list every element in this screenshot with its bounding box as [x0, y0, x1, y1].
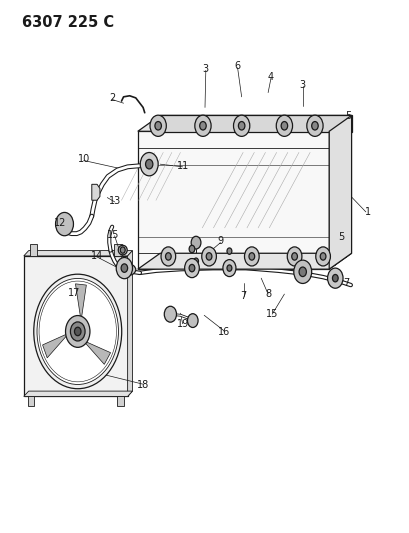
- Circle shape: [164, 306, 176, 322]
- Circle shape: [55, 213, 73, 236]
- Text: 4: 4: [267, 72, 273, 82]
- Text: 10: 10: [77, 155, 90, 164]
- Polygon shape: [43, 326, 75, 358]
- Circle shape: [238, 122, 244, 130]
- Text: 11: 11: [176, 161, 188, 171]
- Circle shape: [165, 253, 171, 260]
- Circle shape: [319, 253, 325, 260]
- Circle shape: [233, 115, 249, 136]
- Text: 19: 19: [176, 319, 188, 329]
- Text: 5: 5: [337, 232, 344, 243]
- Text: 18: 18: [137, 380, 149, 390]
- Text: 3: 3: [202, 64, 208, 74]
- Circle shape: [161, 247, 175, 266]
- Circle shape: [150, 115, 166, 136]
- Circle shape: [201, 247, 216, 266]
- Circle shape: [70, 322, 85, 341]
- Ellipse shape: [118, 245, 127, 255]
- Polygon shape: [24, 251, 132, 256]
- Circle shape: [276, 115, 292, 136]
- Circle shape: [120, 247, 125, 253]
- Circle shape: [222, 260, 235, 277]
- Ellipse shape: [119, 264, 135, 276]
- Polygon shape: [92, 184, 100, 200]
- Text: 7: 7: [343, 278, 349, 288]
- Bar: [114, 244, 121, 256]
- Circle shape: [121, 264, 127, 272]
- Text: 9: 9: [217, 236, 223, 246]
- Circle shape: [306, 115, 322, 136]
- Text: 7: 7: [240, 290, 246, 301]
- Polygon shape: [24, 391, 132, 397]
- Polygon shape: [137, 253, 351, 269]
- Circle shape: [193, 258, 198, 264]
- Circle shape: [194, 115, 211, 136]
- Text: 8: 8: [264, 289, 270, 299]
- Text: 5: 5: [344, 111, 351, 122]
- Circle shape: [281, 122, 287, 130]
- Text: 6307 225 C: 6307 225 C: [22, 14, 114, 30]
- Circle shape: [298, 267, 306, 277]
- Circle shape: [191, 236, 200, 249]
- Circle shape: [199, 122, 206, 130]
- Circle shape: [244, 247, 258, 266]
- Polygon shape: [160, 115, 351, 132]
- Circle shape: [145, 159, 153, 169]
- Circle shape: [39, 281, 116, 382]
- Text: 13: 13: [108, 196, 120, 206]
- Circle shape: [311, 122, 317, 130]
- Circle shape: [315, 247, 330, 266]
- Circle shape: [327, 268, 342, 288]
- Bar: [28, 397, 34, 406]
- Text: 3: 3: [299, 80, 305, 90]
- Text: 16: 16: [218, 327, 230, 337]
- Circle shape: [206, 253, 211, 260]
- Polygon shape: [75, 284, 86, 332]
- Polygon shape: [127, 251, 132, 397]
- Circle shape: [227, 248, 231, 254]
- Circle shape: [287, 247, 301, 266]
- Text: 2: 2: [109, 93, 115, 103]
- Circle shape: [293, 260, 311, 284]
- Polygon shape: [75, 337, 110, 365]
- Circle shape: [37, 278, 118, 384]
- Text: 6: 6: [234, 61, 240, 71]
- Text: 12: 12: [54, 218, 66, 228]
- Polygon shape: [137, 131, 328, 269]
- Text: 17: 17: [67, 288, 80, 298]
- Polygon shape: [137, 115, 351, 131]
- Circle shape: [116, 257, 132, 279]
- Text: 15: 15: [107, 230, 119, 240]
- Polygon shape: [328, 115, 351, 269]
- Circle shape: [189, 245, 194, 253]
- Bar: [117, 397, 123, 406]
- Circle shape: [184, 259, 199, 278]
- Bar: [24, 256, 127, 397]
- Circle shape: [189, 264, 194, 272]
- Circle shape: [187, 314, 198, 327]
- Text: 15: 15: [265, 309, 278, 319]
- Circle shape: [248, 253, 254, 260]
- Circle shape: [227, 265, 231, 271]
- Circle shape: [34, 274, 121, 389]
- Circle shape: [65, 316, 90, 348]
- Circle shape: [140, 152, 158, 176]
- Bar: [30, 244, 37, 256]
- Circle shape: [332, 274, 337, 282]
- Circle shape: [291, 253, 297, 260]
- Text: 14: 14: [91, 251, 103, 261]
- Text: 1: 1: [364, 207, 370, 217]
- Circle shape: [155, 122, 161, 130]
- Circle shape: [74, 327, 81, 336]
